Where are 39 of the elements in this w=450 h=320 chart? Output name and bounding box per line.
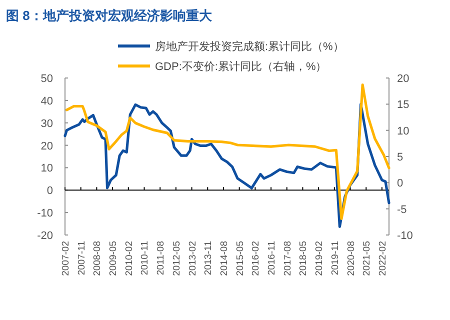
x-tick-label: 2018-05 <box>298 241 310 276</box>
y-tick-label: 50 <box>40 73 53 85</box>
x-tick-label: 2009-05 <box>108 241 120 276</box>
x-tick-label: 2022-02 <box>377 241 388 276</box>
y2-tick-label: 20 <box>397 73 410 85</box>
x-tick-label: 2019-02 <box>314 241 326 276</box>
x-tick-label: 2010-02 <box>124 241 135 276</box>
y-tick-label: -20 <box>37 230 53 242</box>
x-tick-label: 2013-11 <box>203 241 214 276</box>
y2-tick-label: 5 <box>397 152 404 164</box>
y2-tick-label: -5 <box>397 204 407 216</box>
x-tick-label: 2019-11 <box>330 241 341 276</box>
chart-title: 图 8：地产投资对宏观经济影响重大 <box>6 8 213 23</box>
y2-tick-label: -10 <box>397 230 413 242</box>
y-tick-label: -10 <box>37 208 53 220</box>
x-tick-label: 2012-05 <box>171 241 182 276</box>
x-tick-label: 2010-11 <box>140 241 151 276</box>
y-tick-label: 20 <box>40 140 53 152</box>
x-tick-label: 2021-05 <box>362 241 373 276</box>
x-tick-label: 2007-11 <box>76 241 88 276</box>
legend-label: 房地产开发投资完成额:累计同比（%） <box>155 40 344 53</box>
legend-label: GDP:不变价:累计同比（右轴，%） <box>155 60 327 73</box>
y-tick-label: 40 <box>40 95 53 108</box>
x-tick-label: 2014-08 <box>218 241 230 276</box>
y-tick-label: 10 <box>40 162 53 175</box>
y2-tick-label: 15 <box>397 99 410 112</box>
x-tick-label: 2011-08 <box>156 241 167 276</box>
y2-tick-label: 10 <box>397 125 410 138</box>
y-tick-label: 30 <box>40 118 53 130</box>
x-tick-label: 2017-08 <box>282 241 294 276</box>
y-tick-label: 0 <box>46 185 53 198</box>
x-tick-label: 2008-08 <box>92 241 104 276</box>
x-tick-label: 2016-02 <box>250 241 262 276</box>
y2-tick-label: 0 <box>397 178 404 190</box>
x-tick-label: 2015-05 <box>234 241 246 276</box>
x-tick-label: 2013-02 <box>187 241 198 276</box>
x-tick-label: 2007-02 <box>60 241 72 276</box>
x-tick-label: 2020-08 <box>346 241 357 276</box>
x-tick-label: 2016-11 <box>266 241 278 276</box>
